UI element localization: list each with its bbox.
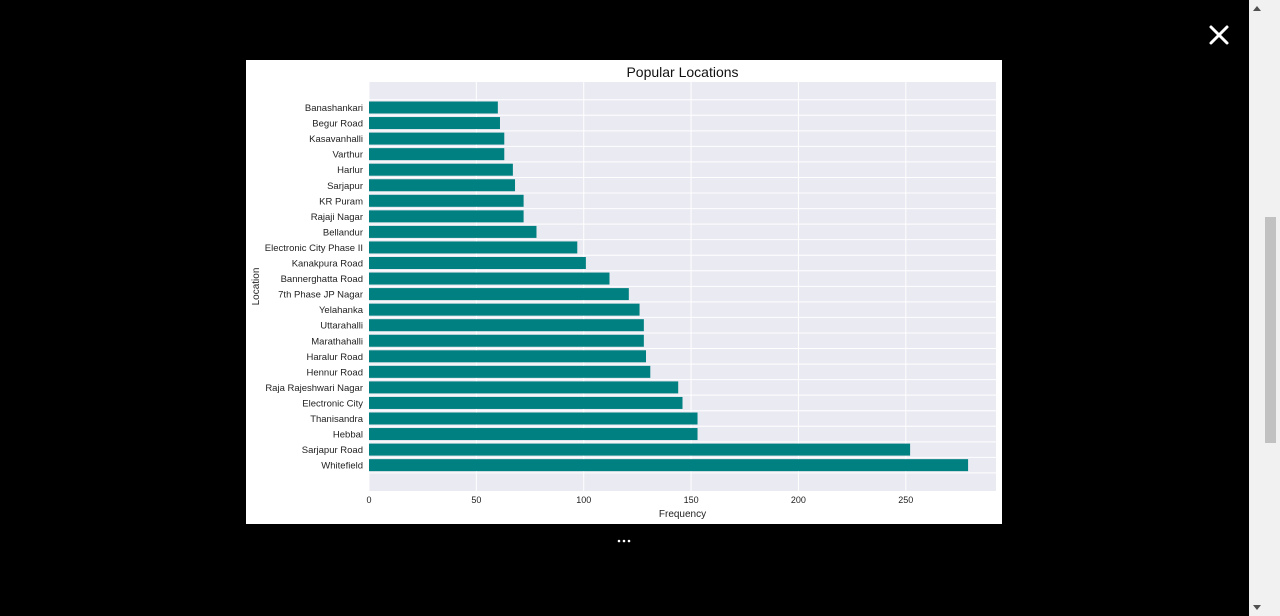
category-label: Uttarahalli bbox=[320, 321, 363, 332]
bar bbox=[369, 133, 504, 145]
category-label: Harlur bbox=[337, 165, 363, 176]
category-label: Hennur Road bbox=[306, 367, 363, 378]
bar bbox=[369, 319, 644, 331]
category-label: Yelahanka bbox=[319, 305, 364, 316]
category-label: Thanisandra bbox=[310, 414, 364, 425]
x-tick-label: 100 bbox=[576, 495, 591, 505]
bar bbox=[369, 102, 498, 114]
bar bbox=[369, 304, 640, 316]
category-label: Kasavanhalli bbox=[309, 134, 363, 145]
bar bbox=[369, 335, 644, 347]
bar bbox=[369, 117, 500, 129]
bar bbox=[369, 226, 536, 238]
category-label: Whitefield bbox=[321, 461, 363, 472]
bar bbox=[369, 179, 515, 191]
category-label: Begur Road bbox=[312, 119, 363, 130]
x-tick-label: 250 bbox=[898, 495, 913, 505]
category-label: 7th Phase JP Nagar bbox=[278, 290, 363, 301]
y-axis-label: Location bbox=[251, 268, 262, 306]
scrollbar-thumb[interactable] bbox=[1265, 217, 1276, 443]
bar bbox=[369, 148, 504, 160]
bar-chart: Banashankari Begur Road Kasavanhalli Varthu… bbox=[246, 60, 1002, 524]
category-label: Electronic City Phase II bbox=[265, 243, 363, 254]
bar bbox=[369, 273, 609, 285]
bar bbox=[369, 288, 629, 300]
category-label: Bellandur bbox=[323, 227, 363, 238]
category-label: Marathahalli bbox=[311, 336, 363, 347]
x-tick-label: 150 bbox=[684, 495, 699, 505]
x-tick-label: 200 bbox=[791, 495, 806, 505]
category-label: Raja Rajeshwari Nagar bbox=[265, 383, 363, 394]
bar bbox=[369, 241, 577, 253]
close-button[interactable] bbox=[1205, 21, 1233, 49]
category-label: Rajaji Nagar bbox=[311, 212, 363, 223]
bar bbox=[369, 210, 524, 222]
category-label: Sarjapur Road bbox=[302, 445, 363, 456]
close-icon bbox=[1205, 21, 1233, 49]
category-label: Sarjapur bbox=[327, 181, 363, 192]
x-axis-label: Frequency bbox=[659, 509, 706, 520]
category-label: Varthur bbox=[333, 150, 363, 161]
scroll-up-icon[interactable] bbox=[1252, 4, 1262, 14]
bar bbox=[369, 397, 683, 409]
more-options-button[interactable] bbox=[612, 532, 636, 546]
category-label: Hebbal bbox=[333, 430, 363, 441]
chart-title: Popular Locations bbox=[626, 64, 738, 80]
category-label: Electronic City bbox=[302, 398, 363, 409]
category-label: Bannerghatta Road bbox=[281, 274, 363, 285]
category-label: Haralur Road bbox=[307, 352, 364, 363]
bar bbox=[369, 164, 513, 176]
bar bbox=[369, 428, 698, 440]
category-label: Kanakpura Road bbox=[292, 259, 363, 270]
bar bbox=[369, 350, 646, 362]
scroll-down-icon[interactable] bbox=[1252, 602, 1262, 612]
bar bbox=[369, 413, 698, 425]
bar bbox=[369, 195, 524, 207]
category-label: KR Puram bbox=[319, 196, 363, 207]
chart-image: Banashankari Begur Road Kasavanhalli Varthu… bbox=[246, 60, 1002, 524]
category-label: Banashankari bbox=[305, 103, 363, 114]
x-tick-label: 50 bbox=[471, 495, 481, 505]
bar bbox=[369, 459, 968, 471]
bar bbox=[369, 381, 678, 393]
x-tick-label: 0 bbox=[366, 495, 371, 505]
bar bbox=[369, 366, 650, 378]
bar bbox=[369, 257, 586, 269]
more-horizontal-icon bbox=[612, 533, 636, 547]
scrollbar[interactable] bbox=[1249, 0, 1280, 616]
bar bbox=[369, 444, 910, 456]
